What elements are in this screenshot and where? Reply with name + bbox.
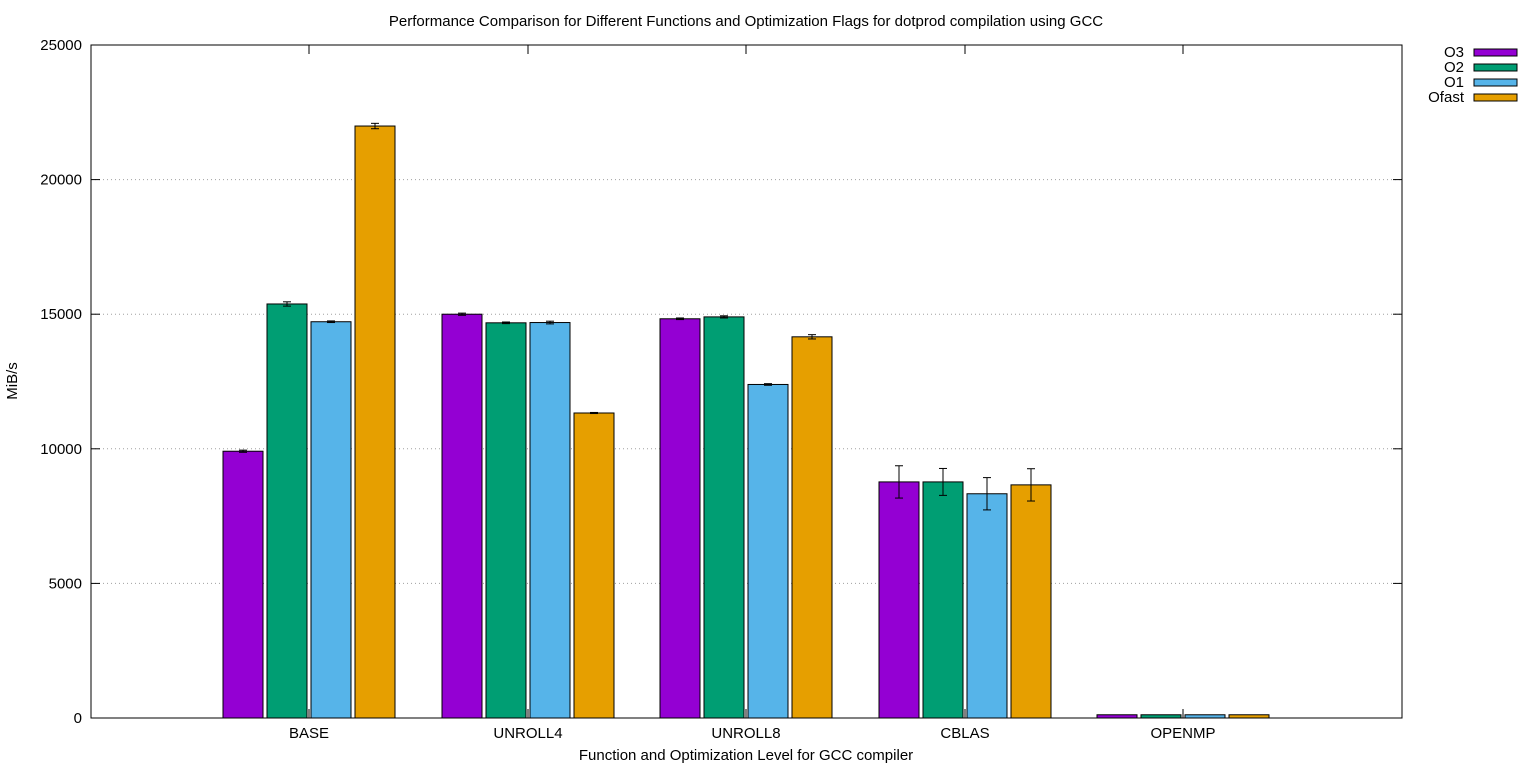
x-tick-label: CBLAS (940, 725, 989, 742)
legend-label: O1 (1444, 74, 1464, 91)
legend-swatch (1473, 93, 1518, 102)
bar (878, 481, 920, 719)
chart-title: Performance Comparison for Different Fun… (389, 13, 1103, 30)
legend-label: Ofast (1428, 89, 1465, 106)
y-tick-label: 0 (74, 710, 82, 727)
bar (529, 322, 571, 719)
bar (441, 313, 483, 719)
bar (1010, 484, 1052, 719)
y-tick-label: 25000 (40, 37, 82, 54)
y-tick-label: 10000 (40, 441, 82, 458)
x-axis-title: Function and Optimization Level for GCC … (579, 747, 913, 764)
y-axis-title: MiB/s (4, 362, 21, 400)
legend-label: O3 (1444, 44, 1464, 61)
axes: 0 5000 10000 15000 20000 25000 BASE UNROLL4 UNRO… (40, 37, 1402, 742)
x-tick-label: BASE (289, 725, 329, 742)
x-tick-label: UNROLL4 (493, 725, 562, 742)
legend-swatch (1473, 48, 1518, 57)
bar (922, 481, 964, 719)
legend-swatch (1473, 78, 1518, 87)
bar (791, 336, 833, 719)
bar (966, 493, 1008, 719)
x-tick-label: OPENMP (1150, 725, 1215, 742)
bar (222, 450, 264, 719)
y-tick-label: 20000 (40, 172, 82, 189)
legend-label: O2 (1444, 59, 1464, 76)
bar (573, 412, 615, 719)
bars-group (222, 125, 1270, 719)
x-tick-label: UNROLL8 (711, 725, 780, 742)
bar (659, 318, 701, 719)
bar (703, 316, 745, 719)
grid-lines (91, 179, 1402, 584)
bar (747, 383, 789, 719)
y-tick-label: 5000 (49, 575, 82, 592)
bar (485, 322, 527, 719)
y-tick-label: 15000 (40, 306, 82, 323)
bar (310, 321, 352, 719)
legend-swatch (1473, 63, 1518, 72)
bar (354, 125, 396, 719)
error-bars-group (239, 122, 1035, 511)
bar (266, 303, 308, 719)
